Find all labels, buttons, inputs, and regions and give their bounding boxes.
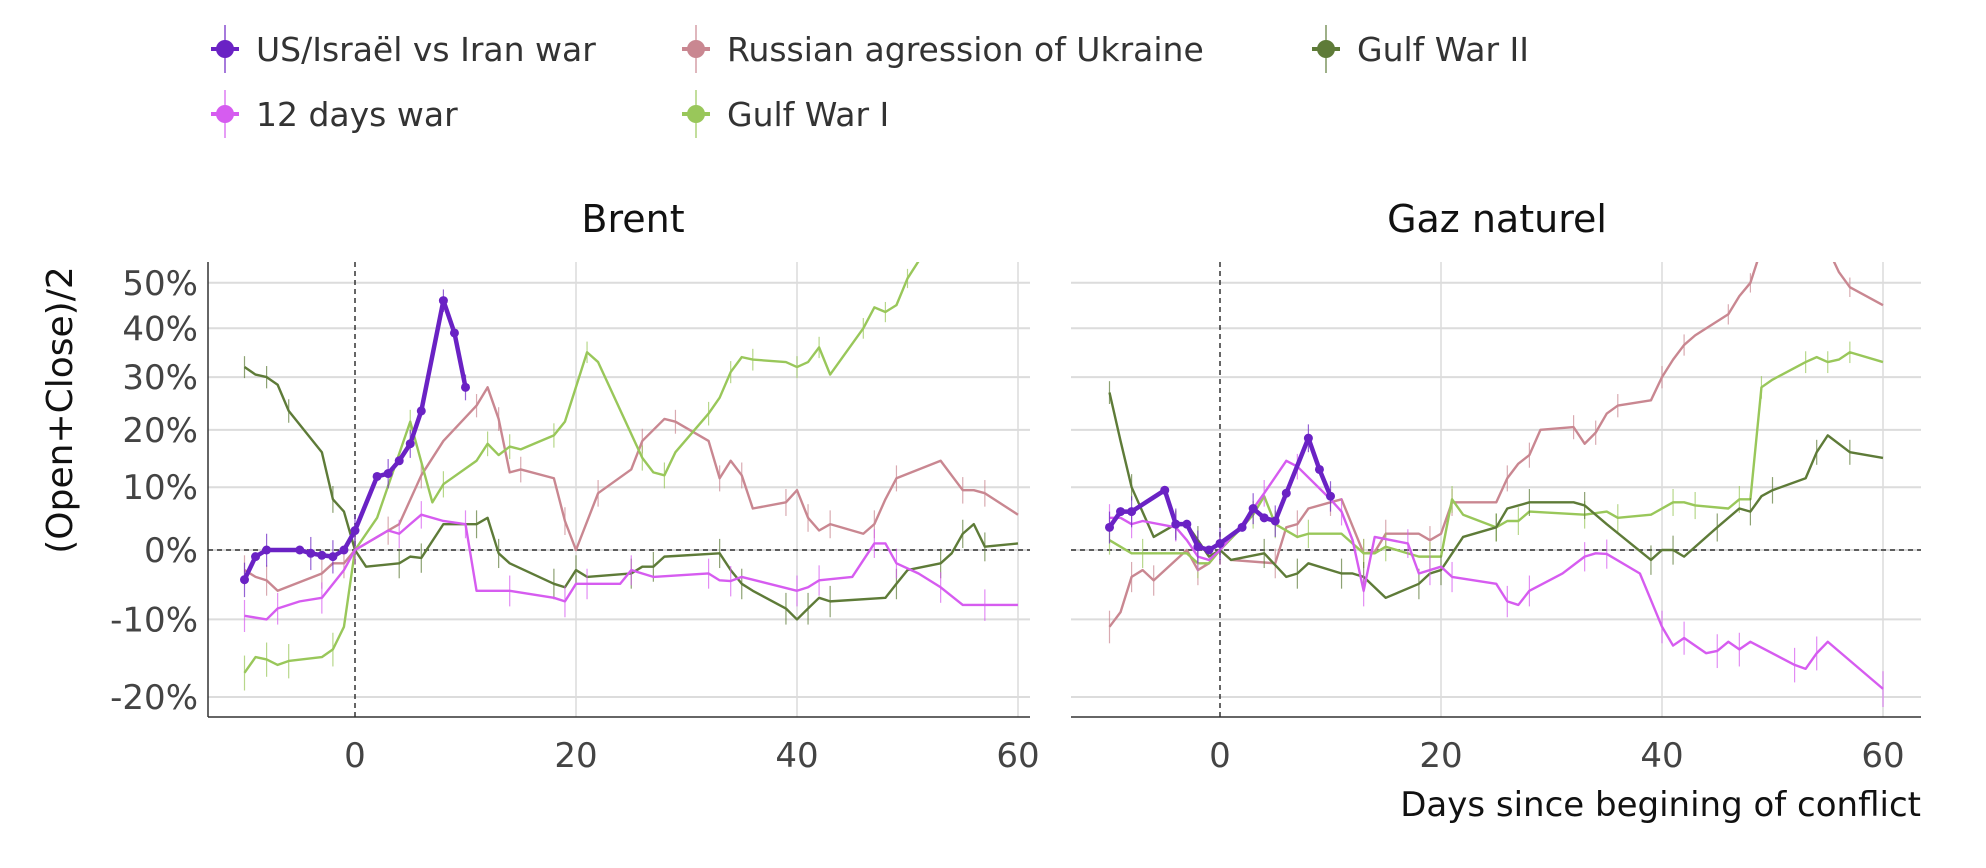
legend-label: Russian agression of Ukraine xyxy=(727,30,1204,69)
x-tick-label: 60 xyxy=(1861,736,1904,776)
data-point-us xyxy=(1248,503,1258,513)
data-point-us xyxy=(1215,538,1225,548)
data-point-us xyxy=(394,456,404,466)
data-point-us xyxy=(1193,542,1203,552)
data-point-us xyxy=(295,545,305,555)
series-group xyxy=(1105,262,1884,708)
series-line-d12 xyxy=(1109,459,1884,690)
data-point-us xyxy=(1281,488,1291,498)
legend-marker-icon xyxy=(687,105,705,123)
legend-item-us[interactable]: US/Israël vs Iran war xyxy=(211,25,596,73)
y-tick-label: 10% xyxy=(122,468,198,508)
legend-label: US/Israël vs Iran war xyxy=(256,30,596,69)
legend-item-rus[interactable]: Russian agression of Ukraine xyxy=(682,25,1204,73)
y-tick-label: 30% xyxy=(122,358,198,398)
data-point-us xyxy=(1314,464,1324,474)
data-point-us xyxy=(1116,507,1126,517)
panel-brent: 50% 40% 30% 20% 10% 0% -10% -20% 0 20 40 60 xyxy=(110,262,1040,776)
legend-marker-icon xyxy=(216,40,234,58)
legend-item-g2[interactable]: Gulf War II xyxy=(1312,25,1529,73)
x-axis-label: Days since begining of conflict xyxy=(1400,785,1921,825)
data-point-us xyxy=(1259,513,1269,523)
series-line-g2 xyxy=(243,366,1019,621)
legend-label: Gulf War I xyxy=(727,95,889,134)
x-tick-label: 0 xyxy=(1209,736,1231,776)
x-tick-label: 20 xyxy=(1419,736,1462,776)
legend-marker-icon xyxy=(687,40,705,58)
data-point-us xyxy=(262,545,272,555)
legend-item-g1[interactable]: Gulf War I xyxy=(682,90,889,138)
data-point-us xyxy=(350,526,360,536)
data-point-us xyxy=(1160,485,1170,495)
legend-label: Gulf War II xyxy=(1357,30,1529,69)
x-tick-label: 60 xyxy=(996,736,1039,776)
legend: US/Israël vs Iran war Russian agression o… xyxy=(211,25,1529,138)
y-tick-label: -20% xyxy=(110,678,198,718)
data-point-us xyxy=(461,382,470,392)
series-line-rus xyxy=(1108,262,1884,628)
data-point-us xyxy=(1171,519,1181,529)
series-line-g2 xyxy=(1108,392,1884,600)
legend-marker-icon xyxy=(216,105,234,123)
y-tick-label: 20% xyxy=(122,411,198,451)
y-axis-label: (Open+Close)/2 xyxy=(40,266,81,554)
x-tick-label: 0 xyxy=(344,736,366,776)
data-point-us xyxy=(328,552,338,562)
data-point-us xyxy=(1182,519,1192,529)
data-point-us xyxy=(1303,433,1313,443)
data-point-us xyxy=(1204,545,1214,555)
legend-marker-icon xyxy=(1317,40,1335,58)
data-point-us xyxy=(405,439,415,449)
data-point-us xyxy=(306,548,316,558)
data-point-us xyxy=(1326,491,1335,501)
data-point-us xyxy=(1270,516,1280,526)
series-line-d12 xyxy=(244,513,1018,621)
data-point-us xyxy=(251,552,261,562)
data-point-us xyxy=(1105,522,1114,532)
legend-item-d12[interactable]: 12 days war xyxy=(211,90,458,138)
series-group xyxy=(240,262,1019,691)
x-tick-label: 40 xyxy=(775,736,818,776)
y-tick-label: -10% xyxy=(110,600,198,640)
data-point-us xyxy=(438,296,448,306)
series-line-g1 xyxy=(243,262,920,674)
data-point-us xyxy=(1237,522,1247,532)
y-tick-label: 40% xyxy=(122,309,198,349)
panel-gaz-naturel: 0 20 40 60 xyxy=(1071,262,1921,776)
y-tick-label: 50% xyxy=(122,264,198,304)
panel-title-gaz: Gaz naturel xyxy=(1387,197,1607,241)
data-point-us xyxy=(449,328,459,338)
legend-label: 12 days war xyxy=(256,95,458,134)
x-tick-label: 20 xyxy=(554,736,597,776)
y-tick-label: 0% xyxy=(144,531,198,571)
data-point-us xyxy=(1127,507,1137,517)
data-point-us xyxy=(339,545,349,555)
x-tick-label: 40 xyxy=(1640,736,1683,776)
data-point-us xyxy=(383,469,393,479)
data-point-us xyxy=(372,471,382,481)
data-point-us xyxy=(317,550,327,560)
panel-title-brent: Brent xyxy=(581,197,684,241)
data-point-us xyxy=(416,406,426,416)
data-point-us xyxy=(240,575,249,585)
